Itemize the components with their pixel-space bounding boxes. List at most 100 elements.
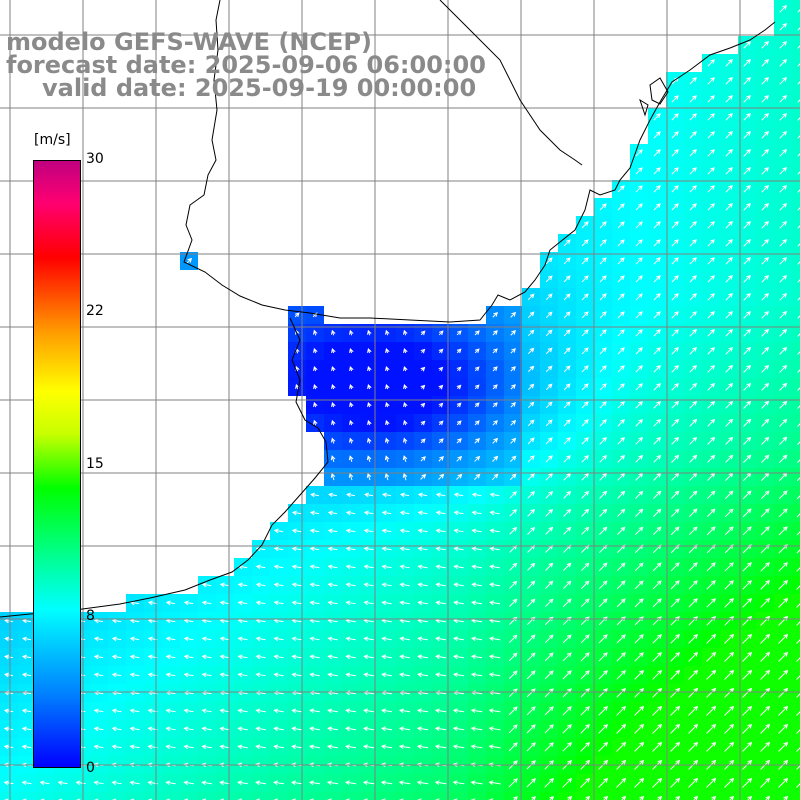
wind-speed-cell: [792, 576, 800, 594]
wind-arrow: [617, 490, 626, 499]
wind-arrow: [385, 347, 390, 354]
wind-arrow: [706, 687, 717, 698]
wind-arrow: [22, 798, 27, 800]
wind-arrow: [760, 651, 771, 662]
wind-speed-cell: [630, 792, 648, 800]
wind-arrow: [707, 149, 715, 157]
wind-arrow: [349, 329, 354, 336]
wind-arrow: [599, 257, 607, 265]
wind-arrow: [201, 780, 212, 786]
wind-arrow: [544, 742, 554, 752]
wind-arrow: [621, 795, 627, 800]
wind-arrow: [489, 528, 500, 534]
wind-arrow: [689, 203, 697, 211]
wind-arrow: [488, 636, 501, 642]
wind-arrow: [470, 744, 483, 750]
wind-arrow: [563, 329, 571, 337]
wind-arrow: [653, 311, 661, 319]
wind-speed-cell: [414, 792, 432, 800]
wind-arrow: [544, 778, 554, 788]
wind-arrow: [671, 311, 679, 319]
wind-arrow: [513, 796, 518, 800]
wind-arrow: [470, 654, 483, 660]
wind-speed-cell: [450, 792, 468, 800]
wind-arrow: [129, 780, 140, 786]
wind-arrow: [598, 598, 608, 608]
wind-arrow: [545, 419, 553, 427]
wind-arrow: [796, 657, 800, 662]
wind-arrow: [527, 562, 536, 571]
wind-arrow: [742, 633, 753, 644]
wind-arrow: [438, 402, 444, 408]
wind-arrow: [688, 526, 698, 536]
wind-arrow: [527, 526, 536, 535]
wind-arrow: [309, 564, 320, 570]
wind-arrow: [635, 472, 644, 481]
wind-arrow: [367, 329, 372, 336]
wind-arrow: [635, 221, 643, 229]
wind-arrow: [652, 652, 662, 662]
wind-speed-cell: [792, 684, 800, 702]
wind-arrow: [760, 508, 770, 518]
wind-arrow: [797, 243, 800, 247]
wind-arrow: [327, 564, 338, 570]
wind-arrow: [255, 726, 266, 732]
wind-arrow: [183, 636, 194, 642]
wind-arrow: [313, 383, 318, 390]
wind-arrow: [760, 562, 770, 572]
wind-arrow: [725, 328, 734, 337]
wind-arrow: [688, 705, 699, 716]
wind-arrow: [471, 582, 482, 588]
wind-arrow: [671, 131, 679, 139]
wind-arrow: [492, 366, 498, 372]
wind-arrow: [273, 672, 284, 678]
wind-arrow: [403, 401, 408, 408]
wind-arrow: [367, 383, 372, 390]
wind-arrow: [779, 418, 788, 427]
wind-arrow: [563, 490, 572, 499]
wind-arrow: [434, 726, 447, 732]
wind-arrow: [796, 693, 800, 698]
wind-arrow: [707, 257, 715, 265]
wind-arrow: [349, 383, 354, 390]
wind-arrow: [653, 113, 661, 121]
wind-arrow: [384, 455, 390, 462]
wind-arrow: [237, 726, 248, 732]
wind-arrow: [617, 454, 626, 463]
wind-arrow: [381, 564, 392, 570]
wind-arrow: [201, 654, 212, 660]
wind-arrow: [598, 616, 608, 626]
wind-arrow: [653, 329, 661, 337]
wind-arrow: [129, 654, 140, 660]
wind-arrow: [255, 780, 266, 786]
wind-arrow: [434, 708, 447, 714]
wind-arrow: [237, 708, 248, 714]
wind-arrow: [779, 76, 788, 85]
wind-arrow: [57, 798, 63, 800]
wind-arrow: [526, 778, 536, 788]
wind-arrow: [599, 329, 607, 337]
wind-arrow: [489, 510, 500, 516]
wind-arrow: [779, 166, 788, 175]
wind-arrow: [474, 473, 481, 480]
wind-arrow: [761, 346, 770, 355]
wind-arrow: [438, 456, 444, 462]
wind-arrow: [417, 672, 428, 678]
wind-arrow: [273, 528, 284, 534]
wind-arrow: [743, 203, 751, 211]
wind-arrow: [237, 798, 243, 800]
wind-arrow: [743, 382, 752, 391]
wind-arrow: [526, 742, 536, 752]
wind-arrow: [743, 400, 752, 409]
wind-arrow: [528, 347, 535, 354]
wind-arrow: [796, 783, 800, 788]
wind-speed-cell: [90, 792, 108, 800]
wind-arrow: [237, 582, 248, 588]
wind-arrow: [398, 744, 411, 750]
wind-speed-cell: [792, 342, 800, 360]
wind-arrow: [545, 311, 553, 319]
wind-arrow: [380, 798, 386, 800]
wind-speed-cell: [702, 792, 720, 800]
wind-speed-cell: [486, 792, 504, 800]
wind-arrow: [797, 333, 800, 337]
